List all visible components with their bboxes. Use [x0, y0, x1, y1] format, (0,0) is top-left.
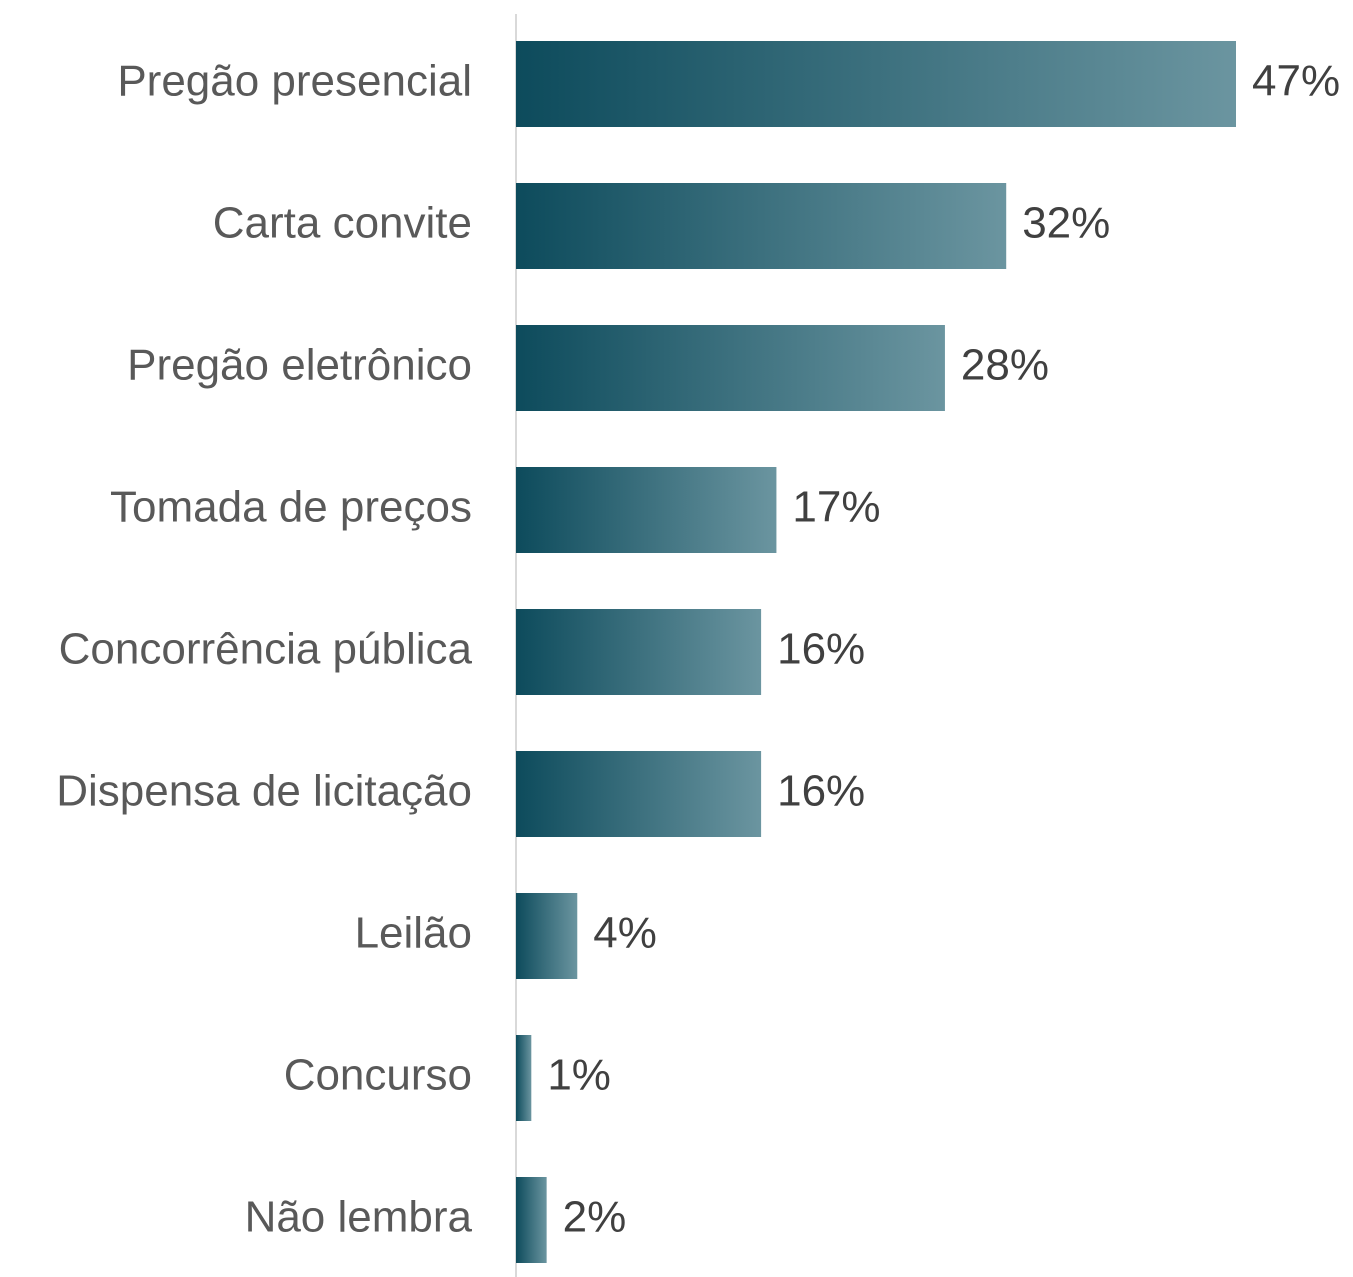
value-label: 1% — [547, 1051, 611, 1100]
category-label: Concorrência pública — [59, 625, 473, 674]
value-label: 28% — [961, 341, 1049, 390]
bar — [516, 1035, 532, 1121]
category-label: Concurso — [284, 1051, 472, 1100]
bar — [516, 325, 945, 411]
category-label: Não lembra — [245, 1193, 473, 1242]
value-label: 17% — [792, 483, 880, 532]
value-label: 16% — [777, 767, 865, 816]
bar — [516, 609, 762, 695]
category-label: Leilão — [355, 909, 472, 958]
value-label: 2% — [563, 1193, 627, 1242]
category-label: Carta convite — [213, 199, 472, 248]
value-label: 32% — [1022, 199, 1110, 248]
value-label: 4% — [593, 909, 657, 958]
bar — [516, 41, 1236, 127]
value-label: 47% — [1252, 57, 1340, 106]
bar — [516, 183, 1007, 269]
bar — [516, 751, 762, 837]
bar — [516, 1177, 547, 1263]
category-label: Pregão eletrônico — [127, 341, 472, 390]
category-label: Tomada de preços — [110, 483, 472, 532]
category-label: Pregão presencial — [117, 57, 472, 106]
category-label: Dispensa de licitação — [56, 767, 472, 816]
bar — [516, 467, 777, 553]
bar — [516, 893, 578, 979]
value-label: 16% — [777, 625, 865, 674]
